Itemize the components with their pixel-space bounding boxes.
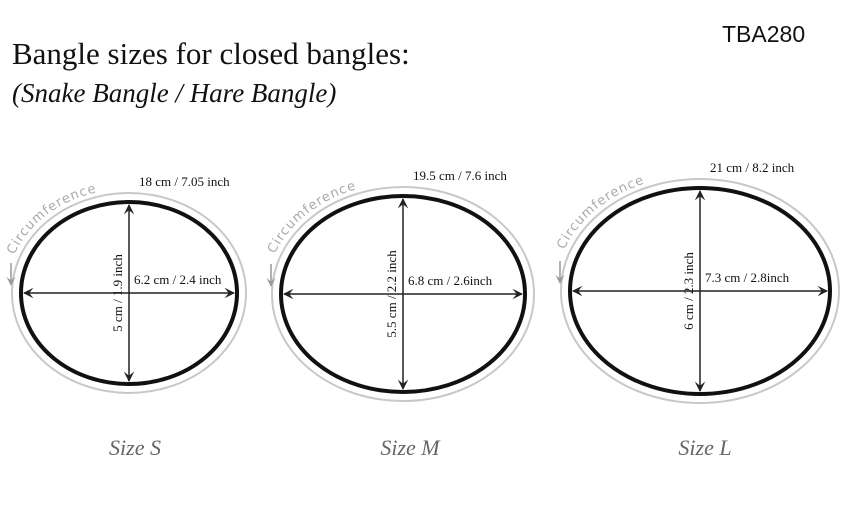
circumference-value: 18 cm / 7.05 inch (139, 174, 230, 189)
bangle-outline (568, 186, 832, 396)
size-label: Size S (109, 435, 161, 460)
width-value: 6.8 cm / 2.6inch (408, 273, 493, 288)
width-value: 6.2 cm / 2.4 inch (134, 272, 222, 287)
bangle-outline (279, 194, 527, 394)
height-value: 5.5 cm / 2.2 inch (384, 250, 399, 338)
circumference-ring (560, 178, 840, 404)
size-label: Size M (380, 435, 441, 460)
height-value: 6 cm / 2.3 inch (681, 252, 696, 330)
circumference-ring (11, 192, 247, 394)
page-subtitle: (Snake Bangle / Hare Bangle) (12, 78, 337, 108)
circumference-value: 19.5 cm / 7.6 inch (413, 168, 507, 183)
size-label: Size L (678, 435, 731, 460)
page-title: Bangle sizes for closed bangles: (12, 36, 410, 71)
product-code: TBA280 (722, 21, 806, 47)
width-value: 7.3 cm / 2.8inch (705, 270, 790, 285)
bangle-outline (19, 200, 239, 386)
height-value: 5 cm / 1.9 inch (110, 254, 125, 332)
circumference-ring (271, 186, 535, 402)
circumference-value: 21 cm / 8.2 inch (710, 160, 795, 175)
